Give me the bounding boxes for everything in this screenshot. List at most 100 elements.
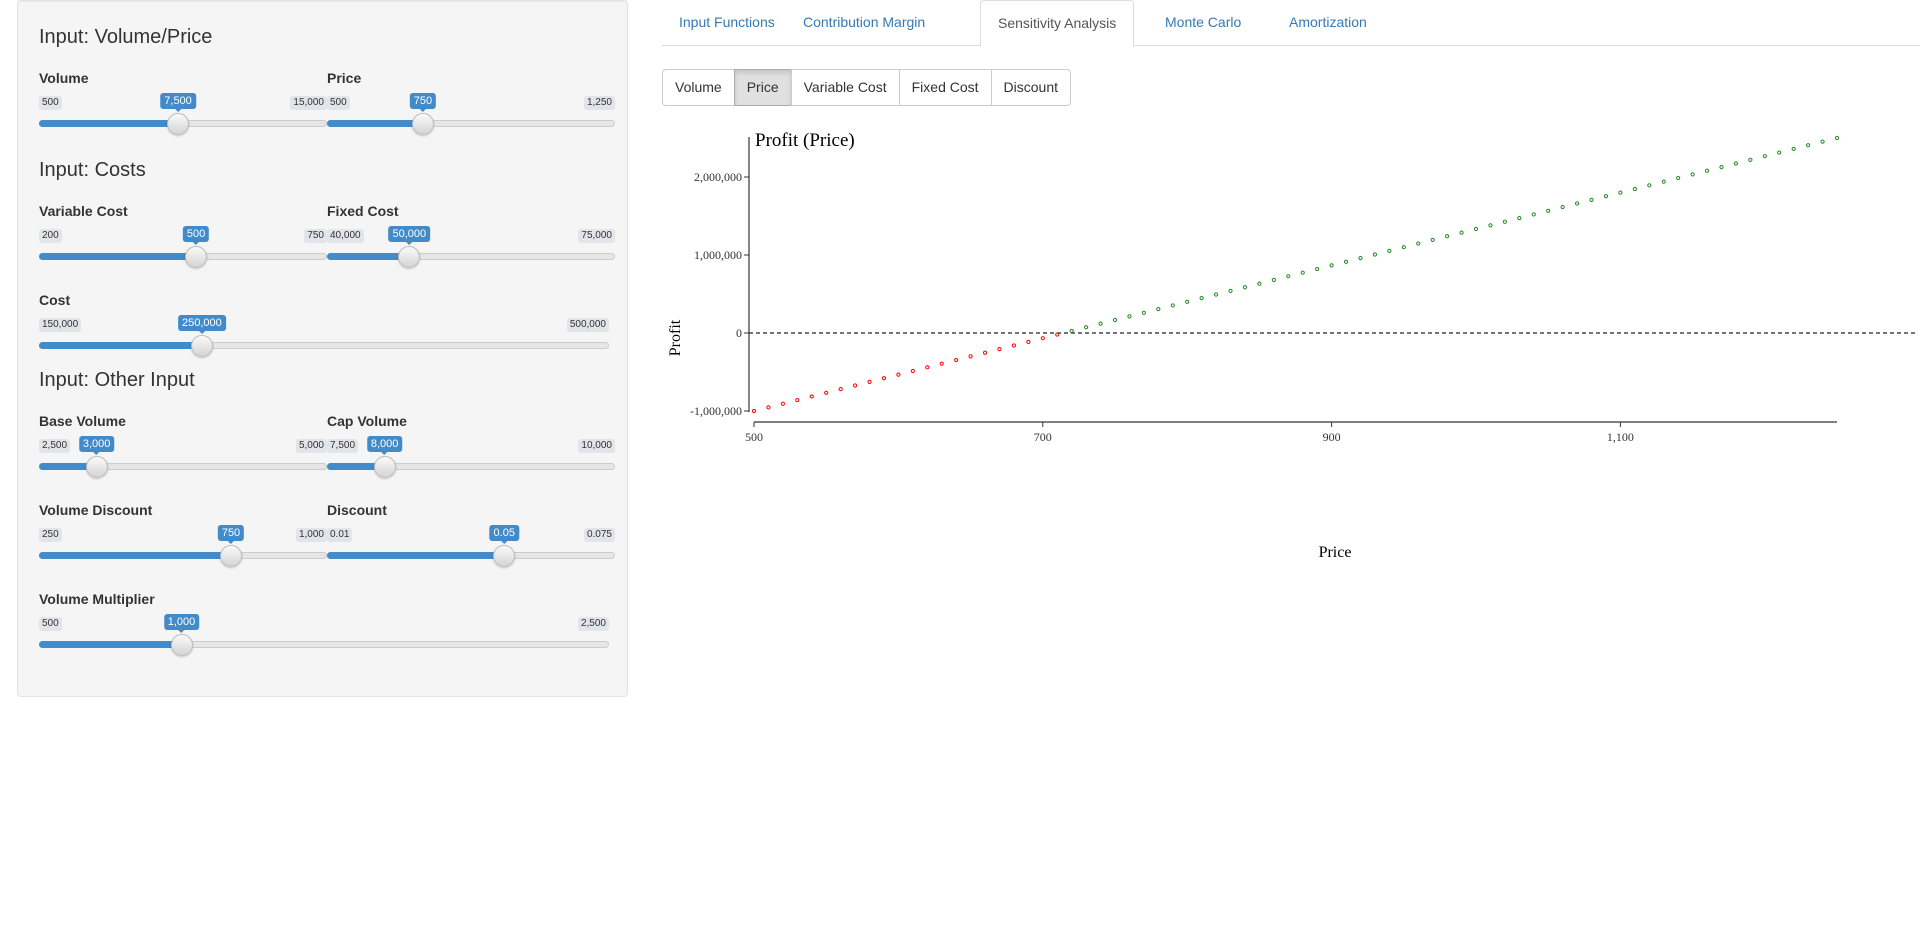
positive-profit-point: [1372, 252, 1378, 257]
y-axis-title: Profit: [667, 319, 684, 356]
slider-handle[interactable]: [493, 545, 516, 567]
slider-max-label: 0.075: [583, 528, 615, 542]
positive-profit-point: [1704, 168, 1710, 173]
tab-amortization[interactable]: Amortization: [1289, 14, 1367, 30]
tab-input-functions[interactable]: Input Functions: [679, 14, 775, 30]
x-tick-label: 700: [1034, 430, 1052, 444]
cap-volume-slider[interactable]: Cap Volume 7,500 10,000 8,000: [327, 413, 615, 478]
negative-profit-point: [780, 401, 785, 406]
slider-fill: [39, 342, 202, 349]
slider-label: Volume Multiplier: [39, 591, 155, 607]
slider-value-label: 250,000: [177, 315, 226, 334]
slider-handle[interactable]: [373, 456, 396, 478]
negative-profit-point: [809, 394, 814, 399]
positive-profit-point: [1343, 259, 1349, 264]
price-slider[interactable]: Price 500 1,250 750: [327, 70, 615, 135]
positive-profit-point: [1401, 245, 1406, 250]
negative-profit-point: [824, 390, 829, 395]
positive-profit-point: [1560, 205, 1565, 210]
chart-axes: -1,000,000 0 1,000,000 2,000,000 500 700 900 1,…: [690, 137, 1918, 444]
slider-label: Price: [327, 70, 362, 86]
positive-profit-point: [1141, 310, 1146, 315]
negative-profit-point: [867, 379, 872, 384]
slider-handle[interactable]: [185, 246, 208, 268]
tab-contribution-margin[interactable]: Contribution Margin: [803, 14, 926, 30]
negative-profit-point: [852, 383, 858, 388]
slider-max-label: 1,000: [295, 528, 327, 542]
negative-profit-point: [1026, 339, 1031, 344]
slider-handle[interactable]: [411, 113, 434, 135]
negative-profit-point: [795, 397, 800, 403]
positive-profit-point: [1300, 270, 1305, 275]
positive-profit-point: [1170, 303, 1175, 308]
positive-profit-point: [1069, 328, 1074, 334]
base-volume-slider[interactable]: Base Volume 2,500 5,000 3,000: [39, 413, 327, 478]
slider-max-label: 75,000: [578, 229, 615, 243]
tab-sensitivity-analysis[interactable]: Sensitivity Analysis: [980, 0, 1135, 47]
positive-profit-point: [1517, 215, 1522, 221]
positive-profit-point: [1531, 212, 1536, 217]
x-tick-label: 900: [1323, 430, 1341, 444]
y-tick-label: 2,000,000: [694, 170, 742, 184]
slider-label: Volume: [39, 70, 89, 86]
slider-value-label: 3,000: [78, 436, 115, 455]
volume-button[interactable]: Volume: [662, 69, 735, 106]
positive-profit-point: [1127, 314, 1132, 319]
slider-value-label: 7,500: [160, 93, 196, 112]
chart-title: Profit (Price): [755, 130, 855, 151]
negative-profit-point: [1040, 336, 1045, 341]
positive-profit-point: [1084, 325, 1089, 330]
slider-min-label: 500: [327, 96, 350, 110]
negative-profit-point: [881, 376, 887, 381]
slider-min-label: 500: [39, 617, 62, 631]
negative-profit-point: [766, 405, 771, 410]
positive-profit-point: [1488, 223, 1493, 228]
discount-button[interactable]: Discount: [990, 69, 1072, 106]
negative-profit-point: [954, 357, 959, 363]
positive-profit-point: [1473, 226, 1479, 232]
slider-value-label: 500: [182, 226, 210, 245]
y-tick-label: 1,000,000: [694, 248, 742, 262]
profit-price-chart: Profit (Price) -1,000,000 0 1,000,000 2,000…: [667, 130, 1918, 561]
negative-profit-point: [896, 372, 901, 377]
volume-slider[interactable]: Volume 500 15,000 7,500: [39, 70, 327, 135]
negative-profit-point: [910, 368, 915, 374]
volume-multiplier-slider[interactable]: Volume Multiplier 500 2,500 1,000: [39, 591, 609, 656]
positive-profit-point: [1618, 190, 1623, 195]
slider-min-label: 7,500: [327, 439, 359, 453]
slider-min-label: 2,500: [39, 439, 71, 453]
positive-profit-point: [1632, 186, 1637, 192]
fixed-cost-slider[interactable]: Fixed Cost 40,000 75,000 50,000: [327, 203, 615, 268]
volume-discount-slider[interactable]: Volume Discount 250 1,000 750: [39, 502, 327, 567]
variable-cost-slider[interactable]: Variable Cost 200 750 500: [39, 203, 327, 268]
slider-fill: [327, 253, 410, 260]
price-button[interactable]: Price: [733, 69, 792, 106]
positive-profit-point: [1748, 157, 1753, 162]
cost-slider[interactable]: Cost 150,000 500,000 250,000: [39, 292, 609, 357]
positive-profit-point: [1112, 317, 1118, 323]
variable-cost-button[interactable]: Variable Cost: [790, 69, 900, 106]
negative-profit-point: [751, 408, 757, 414]
positive-profit-point: [1199, 296, 1204, 301]
positive-profit-point: [1242, 285, 1248, 290]
slider-handle[interactable]: [170, 634, 193, 656]
fixed-cost-button[interactable]: Fixed Cost: [898, 69, 992, 106]
positive-profit-point: [1358, 256, 1363, 261]
tab-monte-carlo[interactable]: Monte Carlo: [1165, 14, 1242, 30]
slider-handle[interactable]: [85, 456, 108, 478]
negative-profit-point: [1011, 343, 1017, 348]
slider-handle[interactable]: [398, 246, 421, 268]
positive-profit-point: [1387, 248, 1392, 253]
positive-profit-point: [1502, 219, 1507, 224]
positive-profit-point: [1603, 194, 1609, 199]
positive-profit-point: [1416, 241, 1421, 246]
slider-handle[interactable]: [167, 113, 190, 135]
positive-profit-point: [1733, 161, 1739, 166]
slider-label: Fixed Cost: [327, 203, 399, 219]
slider-max-label: 1,250: [583, 96, 615, 110]
positive-profit-point: [1791, 146, 1796, 152]
slider-handle[interactable]: [220, 545, 242, 567]
discount-slider[interactable]: Discount 0.01 0.075 0.05: [327, 502, 615, 567]
slider-value-label: 50,000: [388, 226, 431, 245]
slider-handle[interactable]: [190, 335, 213, 357]
